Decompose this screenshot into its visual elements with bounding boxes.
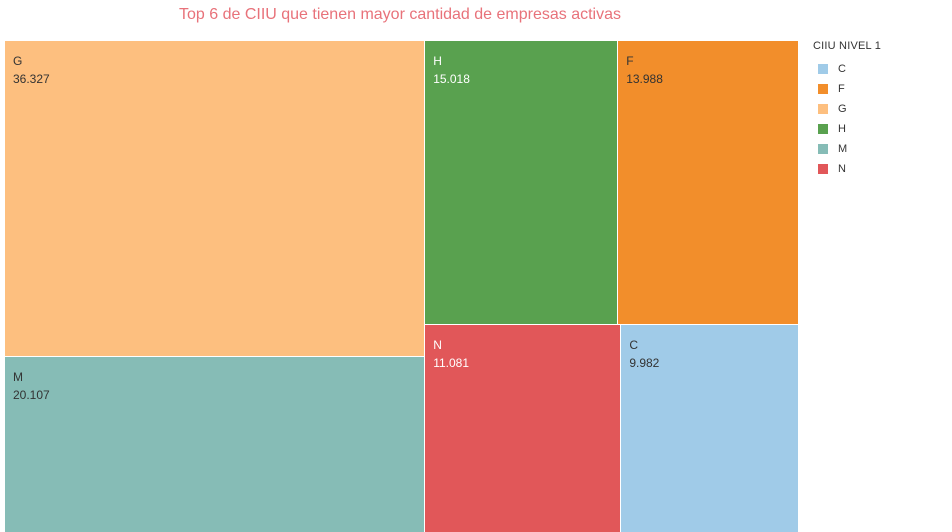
tile-value: 15.018 [433,72,470,86]
legend-item-f[interactable]: F [813,79,881,99]
tile-value: 13.988 [626,72,663,86]
chart-title: Top 6 de CIIU que tienen mayor cantidad … [178,6,622,23]
tile-value: 20.107 [13,388,50,403]
tile-value: 9.982 [629,356,660,371]
treemap-tile-n[interactable]: N 11.081 [424,324,623,532]
tile-label: F 13.988 [626,52,663,88]
legend-label: N [838,163,846,175]
legend-label: F [838,83,845,95]
tile-category: G [13,54,23,68]
legend-swatch [818,144,828,154]
legend-label: M [838,143,848,155]
treemap: G 36.327 M 20.107 H 15.018 F 13.988 N 11.081 C 9.98… [3,39,799,532]
tile-category: H [433,54,442,68]
treemap-tile-h[interactable]: H 15.018 [424,39,620,327]
legend-item-h[interactable]: H [813,119,881,139]
legend-label: G [838,103,847,115]
treemap-tile-c[interactable]: C 9.982 [620,324,799,532]
legend-swatch [818,104,828,114]
tile-value: 11.081 [433,356,469,371]
legend-label: C [838,63,846,75]
tile-category: N [433,338,442,353]
legend-title: CIIU NIVEL 1 [813,40,882,52]
tile-value: 36.327 [13,72,50,86]
legend-label: H [838,123,846,135]
legend-swatch [818,124,828,134]
tile-category: F [626,54,634,68]
tile-category: M [13,370,23,385]
treemap-tile-f[interactable]: F 13.988 [617,39,799,327]
tile-label: C 9.982 [629,336,659,372]
treemap-tile-g[interactable]: G 36.327 [3,39,427,359]
tile-label: H 15.018 [433,52,470,88]
legend-item-c[interactable]: C [813,59,881,79]
legend-swatch [818,64,828,74]
legend-item-m[interactable]: M [813,139,881,159]
tile-label: M 20.107 [13,368,50,404]
treemap-tile-m[interactable]: M 20.107 [3,356,427,532]
legend-item-n[interactable]: N [813,159,881,179]
tile-label: N 11.081 [433,336,469,372]
legend-item-g[interactable]: G [813,99,881,119]
legend-swatch [818,164,828,174]
tile-label: G 36.327 [13,52,50,88]
tile-category: C [629,338,638,353]
legend-swatch [818,84,828,94]
